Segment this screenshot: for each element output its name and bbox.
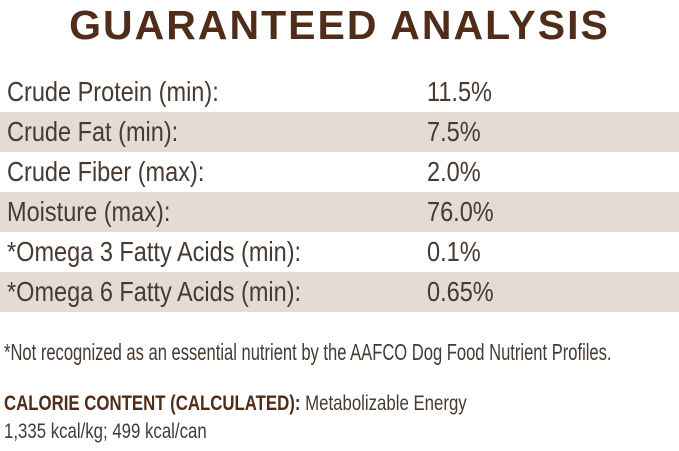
nutrient-label: Moisture (max):	[7, 196, 171, 227]
nutrient-value: 11.5%	[427, 76, 492, 107]
calorie-content-line: CALORIE CONTENT (CALCULATED): Metaboliza…	[4, 391, 467, 417]
table-row: Crude Protein (min): 11.5%	[0, 72, 679, 112]
nutrient-label: *Omega 6 Fatty Acids (min):	[7, 276, 302, 307]
analysis-table: Crude Protein (min): 11.5% Crude Fat (mi…	[0, 72, 679, 312]
nutrient-value: 7.5%	[427, 116, 481, 147]
calorie-content-heading: CALORIE CONTENT (CALCULATED):	[4, 392, 301, 415]
table-row: *Omega 6 Fatty Acids (min): 0.65%	[0, 272, 679, 312]
section-title: GUARANTEED ANALYSIS	[69, 2, 610, 48]
table-row: Moisture (max): 76.0%	[0, 192, 679, 232]
table-row: Crude Fiber (max): 2.0%	[0, 152, 679, 192]
nutrient-label: Crude Fat (min):	[7, 116, 179, 147]
calorie-content-description: Metabolizable Energy	[305, 392, 467, 415]
nutrient-value: 76.0%	[427, 196, 494, 227]
nutrient-label: Crude Fiber (max):	[7, 156, 205, 187]
table-row: Crude Fat (min): 7.5%	[0, 112, 679, 152]
aafco-footnote: *Not recognized as an essential nutrient…	[4, 339, 612, 365]
nutrient-value: 2.0%	[427, 156, 481, 187]
nutrient-value: 0.1%	[427, 236, 481, 267]
calorie-content-values: 1,335 kcal/kg; 499 kcal/can	[4, 420, 207, 443]
table-row: *Omega 3 Fatty Acids (min): 0.1%	[0, 232, 679, 272]
nutrient-label: *Omega 3 Fatty Acids (min):	[7, 236, 302, 267]
nutrient-label: Crude Protein (min):	[7, 76, 219, 107]
nutrient-value: 0.65%	[427, 276, 494, 307]
